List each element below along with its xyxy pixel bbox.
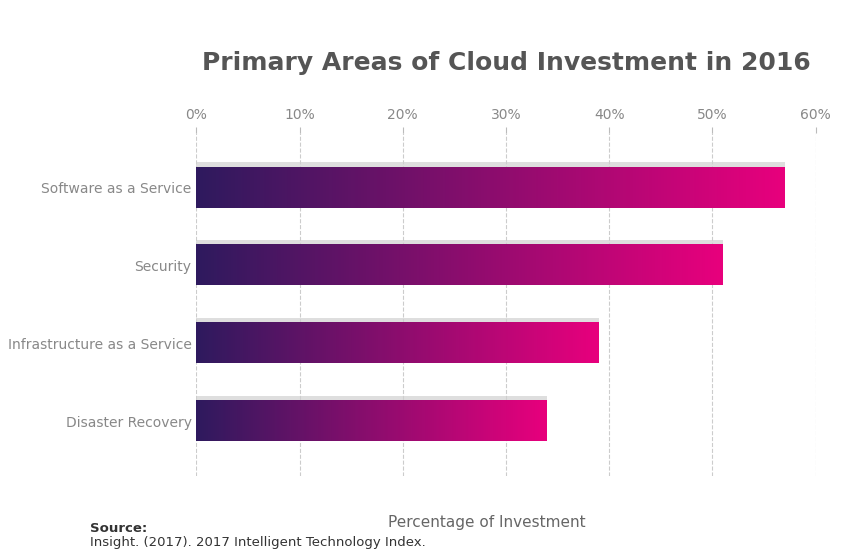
Bar [196, 163, 784, 167]
Title: Primary Areas of Cloud Investment in 2016: Primary Areas of Cloud Investment in 201… [201, 51, 809, 75]
Text: Percentage of Investment: Percentage of Investment [387, 515, 585, 530]
Bar [196, 318, 598, 323]
Bar [196, 240, 722, 245]
Text: Insight. (2017). 2017 Intelligent Technology Index.: Insight. (2017). 2017 Intelligent Techno… [90, 535, 425, 549]
Bar [196, 396, 547, 401]
Text: Source:: Source: [90, 522, 147, 535]
